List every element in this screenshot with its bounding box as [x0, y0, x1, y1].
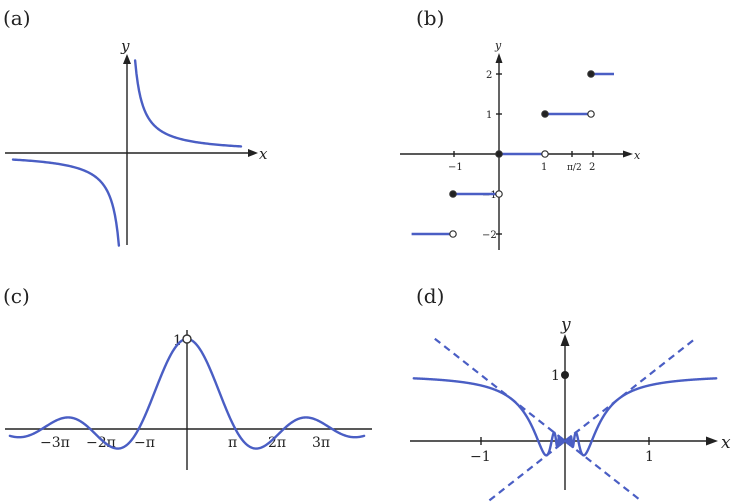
panel-label-d: (d)	[416, 284, 444, 308]
chart-c-x-tick-label: 3π	[312, 435, 330, 451]
chart-b-x-arrow-icon	[623, 150, 633, 158]
chart-d-asymptote-y-eq-neg-x	[434, 337, 642, 502]
panel-label-b: (b)	[416, 6, 444, 30]
chart-b-y-tick-label: −2	[482, 230, 497, 241]
chart-b-y-tick-label: 2	[486, 70, 492, 81]
chart-a-series-positive	[133, 59, 243, 148]
chart-b-closed-point	[495, 150, 503, 158]
chart-a-y-arrow-icon	[123, 54, 131, 64]
chart-b-x-tick-label: −1	[448, 162, 463, 173]
chart-d-y-arrow-icon	[560, 334, 570, 346]
chart-b-x-tick-label: 2	[589, 162, 595, 173]
chart-b-step-segments	[411, 70, 614, 238]
chart-a: x y	[5, 37, 268, 247]
panel-label-a: (a)	[3, 6, 31, 30]
chart-c-x-tick-label: π	[228, 435, 237, 451]
chart-a-y-label: y	[120, 37, 130, 55]
chart-b-open-point	[541, 150, 549, 158]
chart-b-y-tick-label: 1	[486, 110, 492, 121]
chart-b-x-tick-label: 1	[541, 162, 547, 173]
chart-b-y-tick-label: −1	[482, 190, 497, 201]
chart-c-x-tick-label: 2π	[268, 435, 286, 451]
chart-a-x-label: x	[259, 145, 268, 163]
chart-b-closed-point	[587, 70, 595, 78]
chart-d-asymptote-y-eq-x	[488, 337, 696, 502]
panel-label-c: (c)	[3, 284, 30, 308]
chart-b-x-tick-label: π/2	[567, 163, 582, 173]
chart-d-series-xsin	[412, 377, 718, 457]
chart-d-x-tick-label: −1	[470, 449, 491, 465]
chart-d-y-tick-label: 1	[551, 368, 560, 384]
chart-c-y-tick-label: 1	[173, 333, 182, 349]
chart-b-open-point	[449, 230, 457, 238]
chart-a-series-negative	[11, 158, 121, 247]
chart-b-closed-point	[449, 190, 457, 198]
chart-c-x-tick-label: −π	[134, 435, 155, 451]
chart-d-x-arrow-icon	[706, 436, 718, 446]
chart-c-x-tick-label: −2π	[86, 435, 116, 451]
chart-a-x-arrow-icon	[248, 149, 258, 157]
chart-d-y-label: y	[560, 315, 571, 335]
chart-c-x-tick-label: −3π	[40, 435, 70, 451]
chart-d-x-tick-label: 1	[645, 449, 654, 465]
chart-d-x-label: x	[721, 433, 731, 453]
chart-b-y-label: y	[494, 39, 502, 52]
chart-d-closed-point	[561, 371, 569, 379]
chart-b-y-arrow-icon	[495, 53, 503, 63]
chart-b-open-point	[495, 190, 503, 198]
chart-c: 1 −3π −2π −π π 2π 3π	[5, 330, 372, 470]
chart-c-open-point	[182, 334, 192, 344]
chart-d: x y −1 1 1	[410, 315, 731, 502]
chart-b-closed-point	[541, 110, 549, 118]
chart-b-open-point	[587, 110, 595, 118]
chart-b: x y −1 1 π/2 2 2 1 −1 −2	[400, 39, 641, 250]
chart-b-x-label: x	[634, 149, 641, 162]
